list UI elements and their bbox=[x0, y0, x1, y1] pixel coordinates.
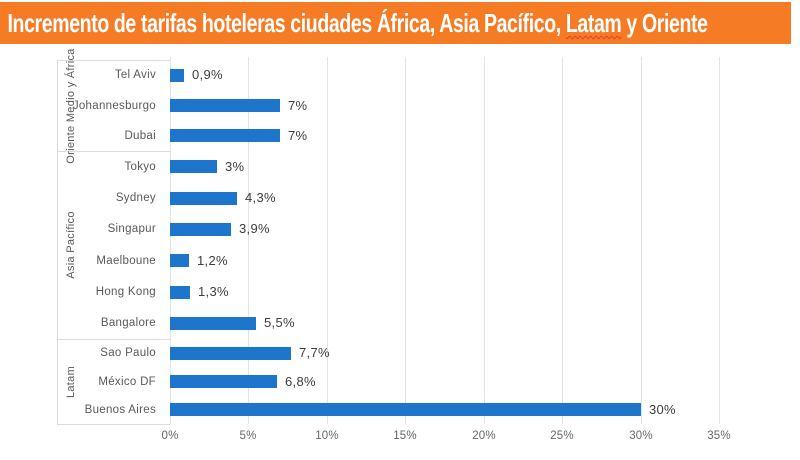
gridline bbox=[327, 57, 328, 424]
gridline bbox=[641, 57, 642, 424]
bar-value-label: 7% bbox=[288, 98, 308, 113]
x-tick-label: 30% bbox=[629, 430, 653, 442]
bar bbox=[170, 129, 280, 142]
bar-value-label: 7,7% bbox=[299, 345, 330, 360]
x-tick-label: 10% bbox=[315, 430, 339, 442]
bar-value-label: 30% bbox=[649, 402, 676, 417]
city-label: Johannesburgo bbox=[72, 100, 156, 112]
gridline bbox=[484, 57, 485, 424]
bar-value-label: 4,3% bbox=[245, 190, 276, 205]
bar-value-label: 3% bbox=[225, 159, 245, 174]
bar bbox=[170, 223, 231, 236]
bar bbox=[170, 286, 190, 299]
bar-value-label: 1,3% bbox=[198, 284, 229, 299]
gridline bbox=[170, 57, 171, 424]
bar bbox=[170, 192, 237, 205]
bar-value-label: 3,9% bbox=[239, 221, 270, 236]
city-label: Dubai bbox=[124, 130, 156, 142]
bar-value-label: 0,9% bbox=[192, 67, 223, 82]
bar bbox=[170, 254, 189, 267]
bar bbox=[170, 347, 291, 360]
gridline bbox=[248, 57, 249, 424]
region-group-divider bbox=[57, 151, 170, 152]
region-group-divider bbox=[57, 424, 170, 425]
x-tick-label: 0% bbox=[161, 430, 179, 442]
city-label: Sydney bbox=[115, 192, 156, 204]
bar bbox=[170, 160, 217, 173]
bar bbox=[170, 69, 184, 82]
city-label: México DF bbox=[98, 376, 156, 388]
city-label: Tokyo bbox=[124, 161, 156, 173]
city-label: Maelboune bbox=[96, 255, 156, 267]
bar bbox=[170, 403, 641, 416]
bar-value-label: 6,8% bbox=[285, 374, 316, 389]
x-tick-label: 25% bbox=[550, 430, 574, 442]
bar-value-label: 7% bbox=[288, 128, 308, 143]
category-panel-left-border bbox=[57, 60, 58, 424]
city-label: Sao Paulo bbox=[100, 347, 156, 359]
bar bbox=[170, 99, 280, 112]
region-group-divider bbox=[57, 339, 170, 340]
chart-title: Incremento de tarifas hoteleras ciudades… bbox=[0, 2, 708, 44]
city-label: Tel Aviv bbox=[114, 69, 156, 81]
bar-value-label: 5,5% bbox=[264, 315, 295, 330]
bar bbox=[170, 375, 277, 388]
city-label: Bangalore bbox=[100, 317, 156, 329]
city-label: Buenos Aires bbox=[84, 404, 156, 416]
chart-title-bar: Incremento de tarifas hoteleras ciudades… bbox=[0, 2, 791, 44]
gridline bbox=[562, 57, 563, 424]
x-tick-label: 15% bbox=[393, 430, 417, 442]
chart-title-pre: Incremento de tarifas hoteleras ciudades… bbox=[7, 8, 566, 38]
chart-title-post: y Oriente bbox=[621, 8, 708, 38]
bar bbox=[170, 317, 256, 330]
chart-title-latam-word: Latam bbox=[565, 8, 622, 38]
city-label: Singapur bbox=[107, 223, 156, 235]
region-group-divider bbox=[57, 60, 170, 61]
x-tick-label: 5% bbox=[239, 430, 257, 442]
gridline bbox=[405, 57, 406, 424]
x-tick-label: 20% bbox=[472, 430, 496, 442]
bar-value-label: 1,2% bbox=[197, 253, 228, 268]
x-tick-label: 35% bbox=[707, 430, 731, 442]
gridline bbox=[719, 57, 720, 424]
city-label: Hong Kong bbox=[95, 286, 156, 298]
